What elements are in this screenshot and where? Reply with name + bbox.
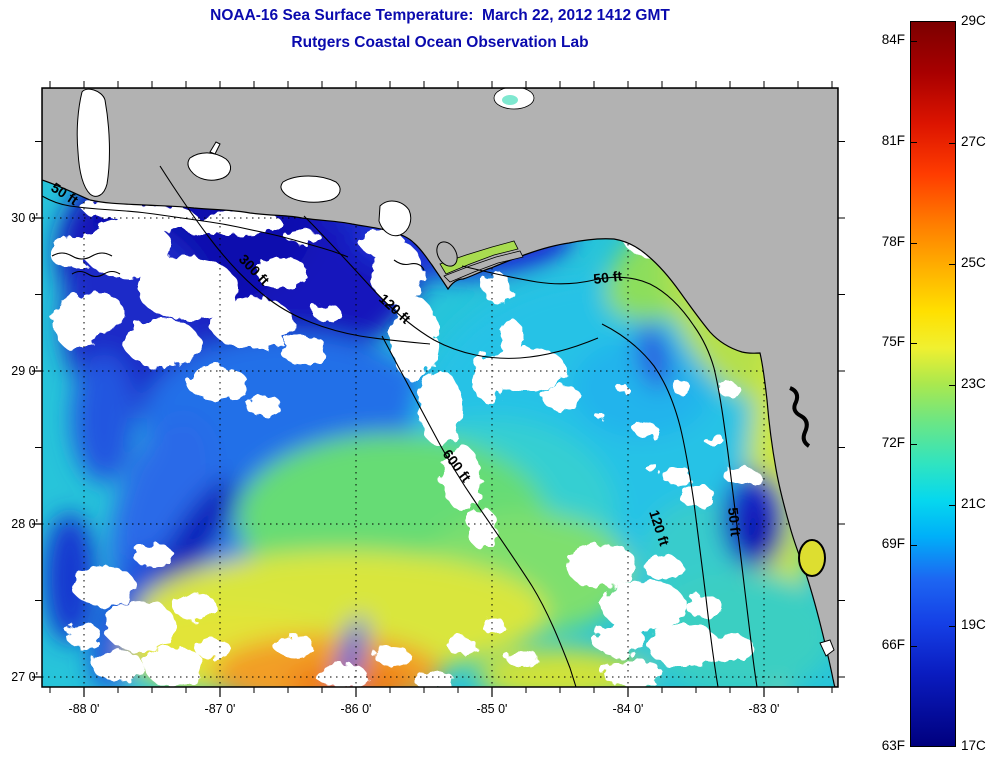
page-title: NOAA-16 Sea Surface Temperature: March 2… <box>210 7 670 24</box>
bay-tampa-water <box>798 539 826 577</box>
bay-pensacola <box>187 141 231 181</box>
barrier-spit <box>443 250 524 283</box>
contour-120ft-shelf <box>601 323 719 687</box>
x-tick-label: -84 0' <box>612 702 644 716</box>
x-tick-label: -85 0' <box>476 702 508 716</box>
estuary-crystal-river <box>789 386 811 448</box>
depth-contour-layer <box>42 165 758 687</box>
colorbar-label-celsius: 25C <box>961 255 986 270</box>
colorbar-label-fahrenheit: 66F <box>881 637 905 652</box>
colorbar-tick <box>911 545 917 546</box>
y-axis-major-ticks <box>32 217 42 678</box>
contour-300ft <box>159 165 431 345</box>
contour-label-50ft-shelf: 50 ft <box>725 507 744 538</box>
bay-choctawhatchee <box>280 175 341 203</box>
y-axis-minor-ticks <box>35 141 42 601</box>
colorbar-tick <box>911 243 917 244</box>
colorbar-tick <box>911 343 917 344</box>
land-coastline <box>42 88 838 687</box>
y-tick-label: 29 0' <box>11 364 38 378</box>
colorbar-tick <box>949 264 955 265</box>
bay-charlotte <box>819 639 835 657</box>
colorbar-label-fahrenheit: 69F <box>881 536 905 551</box>
contour-600ft <box>381 335 577 687</box>
x-axis-major-ticks <box>83 687 765 697</box>
colorbar-label-fahrenheit: 63F <box>881 738 905 753</box>
colorbar-label-celsius: 17C <box>961 738 986 753</box>
contour-120ft-west <box>303 215 599 359</box>
x-tick-label: -83 0' <box>748 702 780 716</box>
island-st-vincent <box>436 241 458 267</box>
colorbar-label-celsius: 23C <box>961 376 986 391</box>
colorbar-tick <box>949 505 955 506</box>
inland-lake-water <box>502 95 518 105</box>
colorbar-label-celsius: 29C <box>961 13 986 28</box>
x-tick-label: -88 0' <box>68 702 100 716</box>
colorbar-label-celsius: 27C <box>961 134 986 149</box>
colorbar-gradient <box>910 21 956 747</box>
x-tick-label: -87 0' <box>204 702 236 716</box>
colorbar-tick <box>911 444 917 445</box>
colorbar-label-celsius: 21C <box>961 496 986 511</box>
y-tick-label: 30 0' <box>11 211 38 225</box>
colorbar-tick <box>949 385 955 386</box>
colorbar-tick <box>911 142 917 143</box>
contour-label-50ft-east: 50 ft <box>592 268 623 287</box>
contour-50ft-east <box>461 265 758 687</box>
y-tick-label: 28 0' <box>11 517 38 531</box>
page-subtitle: Rutgers Coastal Ocean Observation Lab <box>291 34 589 51</box>
colorbar-label-fahrenheit: 75F <box>881 334 905 349</box>
colorbar-tick <box>911 41 917 42</box>
land-layer <box>42 88 838 687</box>
colorbar-label-fahrenheit: 72F <box>881 435 905 450</box>
x-tick-label: -86 0' <box>340 702 372 716</box>
sst-map: 50 ft 300 ft 120 ft 50 ft 600 ft 120 ft … <box>32 81 845 697</box>
colorbar-label-fahrenheit: 81F <box>881 133 905 148</box>
bay-st-andrew <box>378 200 412 237</box>
colorbar-label-fahrenheit: 78F <box>881 234 905 249</box>
colorbar-tick <box>911 646 917 647</box>
colorbar-label-fahrenheit: 84F <box>881 32 905 47</box>
top-axis-ticks <box>49 81 833 88</box>
axes-layer <box>32 81 845 697</box>
bay-mobile <box>76 88 110 197</box>
y-tick-label: 27 0' <box>11 670 38 684</box>
x-axis-minor-ticks <box>49 687 833 693</box>
coastal-detail-squiggle <box>51 252 425 278</box>
lagoon-apalachicola <box>439 240 519 275</box>
map-border <box>41 87 839 688</box>
cloud-layer <box>50 195 760 687</box>
colorbar-tick <box>949 626 955 627</box>
colorbar-tick <box>949 143 955 144</box>
right-axis-ticks <box>838 141 845 678</box>
colorbar-label-celsius: 19C <box>961 617 986 632</box>
